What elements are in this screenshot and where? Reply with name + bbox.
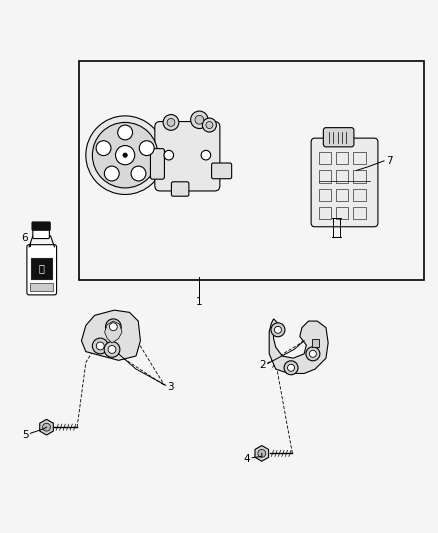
Bar [318,189,331,201]
Circle shape [96,141,111,156]
Circle shape [167,118,175,126]
Circle shape [164,150,173,160]
Bar [336,152,348,164]
Bar [318,207,331,220]
FancyBboxPatch shape [212,163,232,179]
Text: Ⓜ: Ⓜ [39,263,45,273]
Polygon shape [255,446,268,461]
Text: 2: 2 [259,360,266,370]
Circle shape [288,364,294,372]
FancyBboxPatch shape [311,138,378,227]
Bar [336,189,348,201]
Circle shape [96,342,104,350]
Bar [318,171,331,183]
Bar [318,152,331,164]
Circle shape [275,326,282,333]
Circle shape [110,323,117,330]
Circle shape [306,347,320,361]
Text: 3: 3 [167,382,174,392]
FancyBboxPatch shape [150,149,164,179]
Circle shape [163,115,179,130]
Polygon shape [81,310,141,360]
Circle shape [92,123,158,188]
Circle shape [284,361,298,375]
Circle shape [118,125,133,140]
Circle shape [116,146,135,165]
Circle shape [206,122,213,128]
Circle shape [131,166,146,181]
Circle shape [309,350,316,357]
Circle shape [104,342,120,357]
Text: 5: 5 [22,430,28,440]
Bar [311,340,319,348]
Bar [353,171,366,183]
Bar [30,282,53,290]
FancyBboxPatch shape [171,182,189,196]
Circle shape [108,345,116,353]
Circle shape [86,116,164,195]
Circle shape [104,166,119,181]
Circle shape [202,118,216,132]
FancyBboxPatch shape [155,122,220,191]
Bar [353,207,366,220]
Polygon shape [105,321,122,343]
Bar [353,152,366,164]
Circle shape [106,319,121,335]
Circle shape [195,116,204,124]
Bar [336,171,348,183]
Circle shape [139,141,154,156]
Circle shape [271,323,285,337]
Circle shape [92,338,108,354]
FancyBboxPatch shape [323,128,354,147]
FancyBboxPatch shape [27,245,57,295]
Text: 4: 4 [244,455,250,464]
FancyBboxPatch shape [32,222,50,230]
Circle shape [42,423,50,431]
Bar [336,207,348,220]
Polygon shape [40,419,53,435]
Circle shape [191,111,208,128]
FancyBboxPatch shape [33,227,49,239]
Bar [353,189,366,201]
Circle shape [123,153,127,157]
Circle shape [258,449,266,457]
Polygon shape [269,319,328,374]
Bar [31,258,52,279]
Text: 6: 6 [21,233,28,243]
Text: 1: 1 [196,297,203,308]
Text: 7: 7 [386,156,392,166]
Bar [79,61,424,280]
Circle shape [201,150,211,160]
